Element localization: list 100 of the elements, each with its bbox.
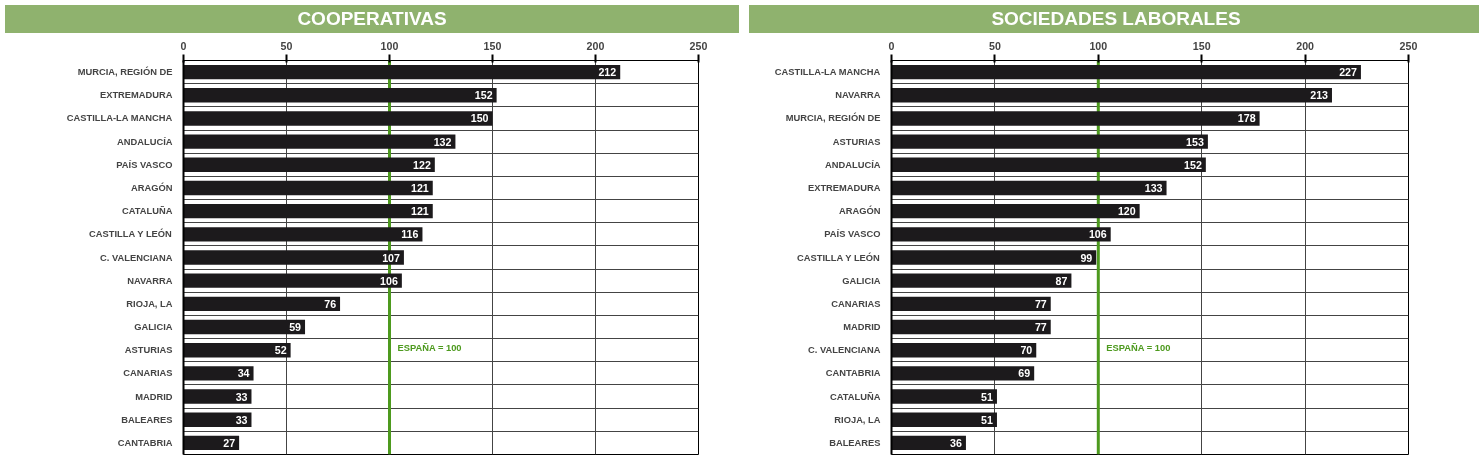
bar [891, 88, 1332, 103]
data-label: 120 [1117, 205, 1136, 218]
data-label: 27 [223, 436, 236, 449]
chart-title: COOPERATIVAS [297, 7, 447, 31]
bar [891, 389, 997, 404]
data-label: 150 [470, 112, 489, 125]
x-tick-label: 100 [1089, 39, 1108, 52]
data-label: 33 [235, 390, 248, 403]
y-tick-label: ANDALUCÍA [117, 136, 173, 147]
x-tick-label: 150 [1192, 39, 1211, 52]
data-label: 52 [274, 344, 287, 357]
data-label: 122 [413, 158, 431, 171]
bar [891, 273, 1072, 288]
bar [891, 203, 1140, 219]
y-tick-label: EXTREMADURA [807, 182, 881, 193]
y-tick-label: BALEARES [121, 414, 173, 425]
bar [891, 134, 1208, 149]
bar [891, 111, 1260, 126]
y-tick-label: EXTREMADURA [99, 90, 173, 101]
bar [891, 412, 997, 427]
y-tick-label: CANARIAS [831, 298, 881, 309]
bar [183, 134, 456, 149]
bar [183, 111, 493, 126]
y-tick-label: ASTURIAS [124, 345, 173, 356]
bar [183, 227, 423, 242]
x-tick-label: 200 [586, 39, 605, 52]
y-tick-label: CATALUÑA [122, 206, 173, 217]
y-tick-label: RIOJA, LA [126, 298, 173, 309]
data-label: 51 [981, 413, 994, 426]
y-tick-label: ARAGÓN [131, 181, 173, 193]
bar [891, 296, 1051, 312]
y-tick-label: NAVARRA [127, 275, 173, 286]
y-tick-label: MADRID [843, 322, 881, 333]
y-tick-label: CASTILLA-LA MANCHA [66, 113, 173, 124]
data-label: 132 [433, 135, 452, 148]
bar [183, 273, 402, 288]
ref-line-label: ESPAÑA = 100 [1106, 342, 1171, 353]
bar [183, 64, 621, 80]
bar [183, 389, 252, 404]
x-tick-label: 50 [988, 39, 1001, 52]
data-label: 36 [950, 436, 963, 449]
data-label: 77 [1034, 297, 1047, 310]
x-tick-label: 250 [689, 39, 708, 52]
y-tick-label: PAÍS VASCO [824, 229, 881, 240]
x-tick-label: 50 [280, 39, 293, 52]
x-tick-label: 250 [1399, 39, 1418, 52]
y-tick-label: MURCIA, REGIÓN DE [77, 66, 173, 78]
y-tick-label: CASTILLA Y LEÓN [797, 251, 881, 263]
data-label: 213 [1310, 89, 1329, 102]
y-tick-label: CASTILLA Y LEÓN [89, 228, 173, 240]
data-label: 106 [380, 274, 398, 287]
chart-title: SOCIEDADES LABORALES [991, 7, 1241, 31]
bar [891, 227, 1111, 242]
y-tick-label: CANTABRIA [117, 437, 173, 448]
x-tick-label: 150 [483, 39, 502, 52]
data-label: 116 [401, 228, 419, 241]
x-tick-label: 100 [380, 39, 399, 52]
data-label: 212 [598, 66, 617, 79]
bar [891, 343, 1037, 358]
data-label: 69 [1018, 367, 1031, 380]
y-tick-label: NAVARRA [835, 90, 881, 101]
bar [183, 250, 404, 265]
y-tick-label: C. VALENCIANA [100, 252, 173, 263]
y-tick-label: C. VALENCIANA [808, 345, 881, 356]
bar [183, 157, 435, 172]
x-tick-label: 0 [888, 39, 895, 52]
data-label: 99 [1080, 251, 1093, 264]
y-tick-label: BALEARES [829, 437, 881, 448]
data-label: 106 [1088, 228, 1107, 241]
bar [891, 64, 1361, 80]
y-tick-label: CASTILLA-LA MANCHA [774, 67, 881, 78]
y-tick-label: MADRID [135, 391, 173, 402]
y-tick-label: RIOJA, LA [834, 414, 881, 425]
bar [891, 319, 1051, 335]
bar [891, 180, 1167, 196]
bar [183, 88, 497, 103]
data-label: 77 [1034, 321, 1047, 334]
data-label: 121 [410, 181, 429, 194]
y-tick-label: MURCIA, REGIÓN DE [785, 112, 881, 124]
y-tick-label: GALICIA [842, 275, 881, 286]
data-label: 153 [1186, 135, 1204, 148]
y-tick-label: ANDALUCÍA [825, 159, 881, 170]
data-label: 227 [1339, 66, 1358, 79]
data-label: 33 [235, 413, 248, 426]
data-label: 178 [1237, 112, 1256, 125]
bar [183, 296, 341, 312]
x-tick-label: 0 [180, 39, 187, 52]
x-tick-label: 200 [1296, 39, 1315, 52]
y-tick-label: ASTURIAS [832, 136, 881, 147]
data-label: 121 [410, 205, 429, 218]
data-label: 76 [324, 297, 337, 310]
bar [891, 157, 1206, 172]
y-tick-label: PAÍS VASCO [116, 159, 173, 170]
data-label: 70 [1020, 344, 1033, 357]
data-label: 152 [474, 89, 493, 102]
bar [891, 366, 1035, 381]
bar [183, 319, 306, 335]
bar [183, 180, 433, 196]
y-tick-label: CATALUÑA [830, 391, 881, 402]
data-label: 152 [1184, 158, 1202, 171]
